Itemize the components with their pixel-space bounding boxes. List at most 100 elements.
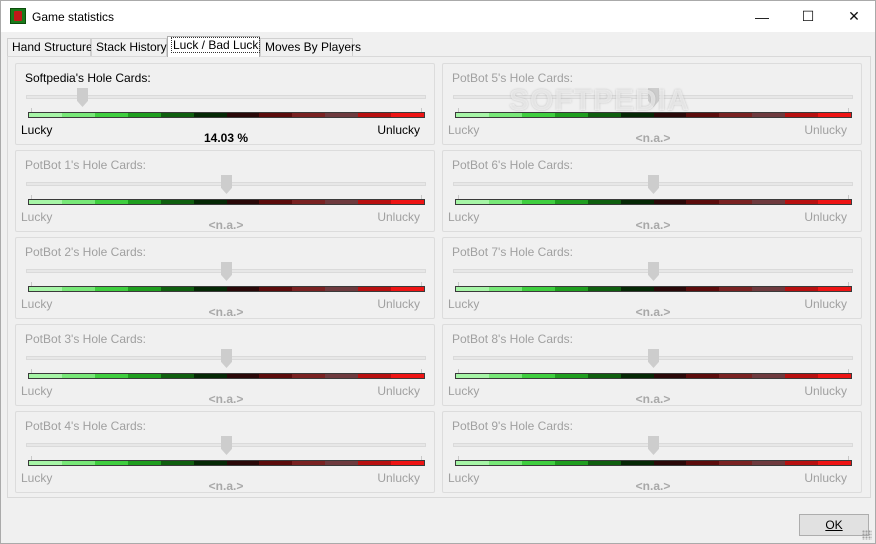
luck-slider-thumb[interactable] (648, 262, 659, 281)
gradient-segment (554, 374, 588, 378)
minimize-icon: — (755, 8, 769, 25)
gradient-segment (29, 113, 62, 117)
tab-label: Moves By Players (265, 40, 362, 54)
gradient-segment (160, 461, 194, 465)
gradient-segment (521, 287, 555, 291)
close-icon: ✕ (848, 8, 860, 24)
panel-title: PotBot 9's Hole Cards: (451, 419, 575, 433)
maximize-button[interactable]: ☐ (785, 1, 831, 32)
resize-grip-icon[interactable] (862, 530, 872, 540)
gradient-segment (488, 374, 522, 378)
lucky-label: Lucky (448, 471, 480, 485)
luck-gradient-bar (455, 373, 852, 379)
gradient-segment (587, 461, 621, 465)
luck-slider-thumb[interactable] (648, 175, 659, 194)
luck-gradient-bar (455, 460, 852, 466)
gradient-segment (391, 374, 425, 378)
gradient-segment (193, 287, 227, 291)
luck-slider-thumb[interactable] (648, 349, 659, 368)
gradient-segment (358, 113, 392, 117)
gradient-segment (325, 113, 359, 117)
gradient-segment (752, 374, 786, 378)
luck-panel: PotBot 1's Hole Cards: Lucky Unlucky <n.a.> (15, 150, 435, 232)
gradient-segment (752, 287, 786, 291)
gradient-segment (29, 461, 62, 465)
unlucky-label: Unlucky (377, 471, 420, 485)
ok-label: OK (825, 518, 843, 532)
luck-gradient-bar (455, 286, 852, 292)
luck-slider-thumb[interactable] (77, 88, 88, 107)
luck-value: <n.a.> (635, 305, 671, 319)
gradient-segment (752, 461, 786, 465)
gradient-segment (226, 113, 260, 117)
gradient-segment (259, 200, 293, 204)
slider-tick (421, 195, 422, 199)
ok-button[interactable]: OK (799, 514, 869, 536)
gradient-segment (620, 113, 654, 117)
gradient-segment (620, 461, 654, 465)
luck-slider-thumb[interactable] (221, 175, 232, 194)
gradient-segment (587, 113, 621, 117)
gradient-segment (719, 374, 753, 378)
tab-label: Hand Structure (12, 40, 93, 54)
luck-slider-thumb[interactable] (221, 349, 232, 368)
luck-gradient-bar (28, 199, 425, 205)
unlucky-label: Unlucky (804, 210, 847, 224)
luck-slider-thumb[interactable] (648, 436, 659, 455)
luck-panel: PotBot 3's Hole Cards: Lucky Unlucky <n.a.> (15, 324, 435, 406)
gradient-segment (818, 374, 852, 378)
gradient-segment (488, 287, 522, 291)
luck-slider-thumb[interactable] (221, 436, 232, 455)
luck-slider-thumb[interactable] (221, 262, 232, 281)
lucky-label: Lucky (448, 123, 480, 137)
gradient-segment (785, 374, 819, 378)
tab-hand-structure[interactable]: Hand Structure (7, 38, 93, 56)
close-button[interactable]: ✕ (831, 1, 876, 32)
gradient-segment (620, 374, 654, 378)
panel-title: PotBot 8's Hole Cards: (451, 332, 575, 346)
gradient-segment (686, 200, 720, 204)
gradient-segment (160, 287, 194, 291)
gradient-segment (587, 287, 621, 291)
gradient-segment (29, 374, 62, 378)
gradient-segment (259, 287, 293, 291)
gradient-segment (94, 113, 128, 117)
tab-moves-by-players[interactable]: Moves By Players (260, 38, 361, 56)
poker-table-icon (10, 8, 26, 24)
gradient-segment (391, 200, 425, 204)
tab-label: Stack History (96, 40, 167, 54)
luck-gradient-bar (28, 112, 425, 118)
slider-tick (421, 282, 422, 286)
slider-tick (458, 369, 459, 373)
slider-tick (421, 369, 422, 373)
gradient-segment (620, 200, 654, 204)
gradient-segment (456, 461, 489, 465)
gradient-segment (127, 113, 161, 117)
gradient-segment (686, 461, 720, 465)
gradient-segment (488, 461, 522, 465)
luck-value: <n.a.> (635, 392, 671, 406)
luck-value: <n.a.> (635, 218, 671, 232)
gradient-segment (160, 113, 194, 117)
lucky-label: Lucky (21, 384, 53, 398)
unlucky-label: Unlucky (804, 123, 847, 137)
gradient-segment (292, 200, 326, 204)
gradient-segment (61, 461, 95, 465)
gradient-segment (61, 113, 95, 117)
luck-slider-thumb[interactable] (648, 88, 659, 107)
title-bar[interactable]: Game statistics — ☐ ✕ (1, 1, 875, 32)
gradient-segment (193, 113, 227, 117)
gradient-segment (686, 113, 720, 117)
gradient-segment (818, 287, 852, 291)
gradient-segment (554, 461, 588, 465)
luck-slider-track[interactable] (26, 95, 426, 99)
tab-stack-history[interactable]: Stack History (91, 38, 167, 56)
gradient-segment (521, 200, 555, 204)
minimize-button[interactable]: — (739, 1, 785, 32)
gradient-segment (358, 374, 392, 378)
window-title: Game statistics (32, 10, 115, 24)
tab-luck-bad-luck[interactable]: Luck / Bad Luck (167, 36, 261, 57)
gradient-segment (456, 287, 489, 291)
gradient-segment (259, 374, 293, 378)
